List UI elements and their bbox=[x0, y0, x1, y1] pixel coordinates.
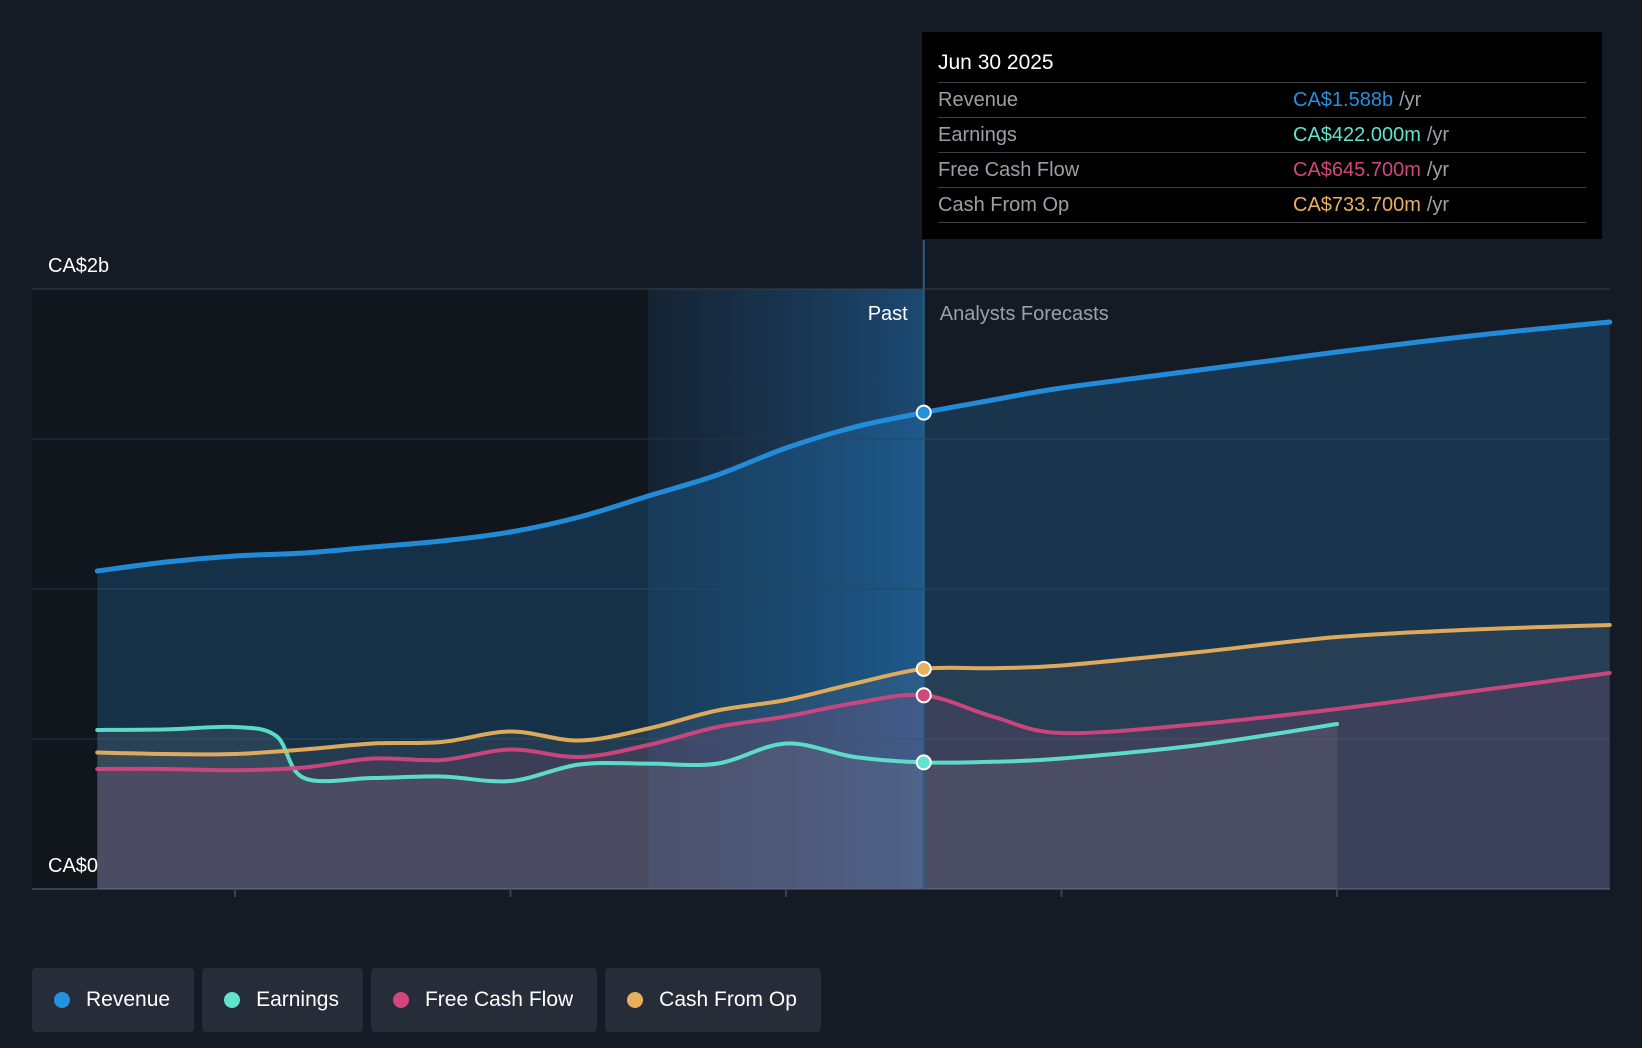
tooltip-label: Cash From Op bbox=[938, 194, 1070, 216]
tooltip-unit: /yr bbox=[1426, 124, 1450, 146]
legend-item-free-cash-flow[interactable]: Free Cash Flow bbox=[370, 968, 598, 1032]
legend-label: Earnings bbox=[256, 988, 339, 1011]
cash-from-op-marker[interactable] bbox=[915, 660, 932, 677]
tooltip: Jun 30 2025 Revenue CA$1.588b /yr Earnin… bbox=[922, 32, 1602, 239]
free-cash-flow-marker[interactable] bbox=[915, 687, 932, 704]
tooltip-label: Free Cash Flow bbox=[938, 159, 1080, 181]
series-lines bbox=[94, 319, 1613, 784]
free-cash-flow-area bbox=[97, 673, 1610, 889]
legend-label: Free Cash Flow bbox=[424, 988, 574, 1011]
earnings-marker[interactable] bbox=[915, 754, 932, 771]
legend: Revenue Earnings Free Cash Flow Cash Fro… bbox=[32, 968, 829, 1032]
past-label: Past bbox=[868, 303, 908, 325]
tooltip-row-free-cash-flow: Free Cash Flow CA$645.700m /yr bbox=[938, 153, 1586, 188]
earnings-line bbox=[95, 722, 1339, 784]
revenue-dot-icon bbox=[54, 992, 70, 1008]
free-cash-flow-line bbox=[95, 671, 1612, 773]
earnings-dot-icon bbox=[224, 992, 241, 1008]
cash-from-op-dot-icon bbox=[627, 992, 644, 1008]
tooltip-unit: /yr bbox=[1426, 159, 1450, 181]
tooltip-unit: /yr bbox=[1426, 194, 1450, 216]
tooltip-date: Jun 30 2025 bbox=[938, 48, 1586, 83]
x-axis: 20232024202520262027 bbox=[234, 889, 1338, 897]
tooltip-unit: /yr bbox=[1399, 89, 1422, 111]
earnings-area bbox=[97, 724, 1337, 889]
legend-item-earnings[interactable]: Earnings bbox=[202, 968, 363, 1032]
legend-label: Cash From Op bbox=[659, 988, 797, 1011]
series-markers bbox=[915, 404, 932, 771]
y-axis-bottom-label: CA$0 bbox=[48, 855, 98, 877]
revenue-marker[interactable] bbox=[915, 404, 932, 421]
legend-item-revenue[interactable]: Revenue bbox=[32, 968, 195, 1032]
tooltip-row-cash-from-op: Cash From Op CA$733.700m /yr bbox=[938, 188, 1586, 223]
tooltip-label: Revenue bbox=[938, 89, 1019, 111]
gridlines bbox=[32, 288, 1610, 890]
tooltip-value: CA$1.588b bbox=[1293, 89, 1394, 111]
free-cash-flow-dot-icon bbox=[392, 992, 409, 1008]
tooltip-label: Earnings bbox=[938, 124, 1017, 146]
series-areas bbox=[97, 322, 1610, 889]
revenue-line bbox=[94, 319, 1613, 574]
chart: CA$2b CA$0 Past Analysts Forecasts 20232… bbox=[32, 240, 1613, 897]
legend-label: Revenue bbox=[86, 988, 171, 1011]
forecast-label: Analysts Forecasts bbox=[940, 303, 1109, 325]
tooltip-value: CA$645.700m bbox=[1293, 159, 1421, 181]
cash-from-op-line bbox=[95, 623, 1612, 757]
tooltip-value: CA$422.000m bbox=[1293, 124, 1421, 146]
tooltip-row-earnings: Earnings CA$422.000m /yr bbox=[938, 118, 1586, 153]
legend-item-cash-from-op[interactable]: Cash From Op bbox=[605, 968, 821, 1032]
revenue-area bbox=[97, 322, 1610, 889]
y-axis-top-label: CA$2b bbox=[48, 255, 109, 277]
tooltip-row-revenue: Revenue CA$1.588b /yr bbox=[938, 83, 1586, 118]
tooltip-value: CA$733.700m bbox=[1293, 194, 1421, 216]
